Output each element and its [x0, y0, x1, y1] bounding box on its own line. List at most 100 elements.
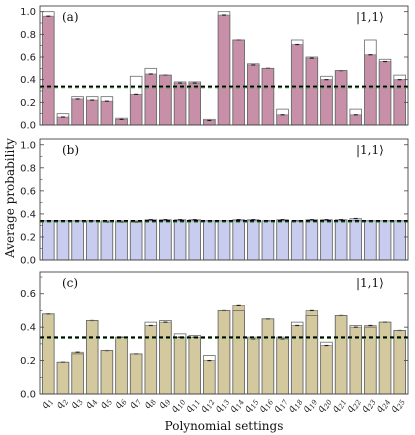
- bar-q9: [159, 219, 172, 261]
- bar-q21: [334, 315, 348, 395]
- bar-q15: [247, 219, 260, 261]
- bar-q16: [261, 318, 275, 395]
- bar-q11: [188, 219, 201, 261]
- x-tick-label-q7: q7: [127, 396, 144, 412]
- bar-q11: [188, 336, 201, 395]
- y-tick-label: 1.0: [20, 7, 36, 18]
- bar-q10: [173, 82, 187, 126]
- bar-q6: [115, 118, 128, 126]
- x-tick-label-q18: q18: [286, 396, 305, 416]
- bar-q5: [100, 350, 114, 395]
- x-tick-label-q15: q15: [242, 396, 261, 416]
- y-tick-label: 0.2: [20, 98, 36, 109]
- bar-q10: [173, 219, 187, 261]
- panel-c: 0.00.20.40.6(c) |1,1⟩q1q2q3q4q5q6q7q8q9q1…: [20, 271, 409, 416]
- bar-q3: [71, 351, 84, 395]
- x-tick-label-q9: q9: [156, 396, 173, 412]
- bar-q5: [100, 221, 114, 261]
- bar-q9: [159, 321, 172, 395]
- bar-q1: [42, 313, 55, 395]
- y-tick-label: 0.0: [20, 121, 36, 132]
- x-tick-label-q10: q10: [168, 396, 187, 416]
- bar-q8: [144, 325, 158, 395]
- bar-q24: [378, 61, 392, 126]
- bar-q10: [173, 336, 187, 395]
- x-tick-label-q1: q1: [39, 396, 56, 412]
- x-tick-label-q3: q3: [68, 396, 85, 412]
- bar-q25: [393, 330, 406, 395]
- bar-q18: [290, 325, 304, 395]
- bar-q19: [305, 57, 319, 126]
- panel-label: (a): [62, 10, 79, 24]
- y-axis-title: Average probability: [3, 138, 17, 259]
- x-tick-label-q17: q17: [271, 396, 290, 416]
- x-tick-label-q11: q11: [183, 396, 202, 416]
- bar-q23: [364, 54, 377, 126]
- bar-q8: [144, 219, 158, 261]
- panel-a: 0.0 0.2 0.4 0.6 0.8 1.0 (a) |1,1⟩: [20, 5, 409, 132]
- bar-q24: [378, 220, 392, 261]
- bar-q8: [144, 73, 158, 126]
- bar-q11: [188, 82, 201, 126]
- bar-q5: [100, 100, 114, 126]
- x-tick-label-q6: q6: [112, 396, 129, 412]
- y-tick-label: 0.0: [20, 256, 36, 267]
- bar-q23: [364, 325, 377, 395]
- bar-q17: [276, 338, 289, 395]
- bar-q2: [56, 116, 70, 126]
- x-tick-label-q25: q25: [388, 396, 407, 416]
- bar-q12: [203, 360, 216, 395]
- bar-q16: [261, 220, 275, 261]
- bar-q20: [320, 219, 333, 261]
- bar-q18: [290, 220, 304, 261]
- bar-q16: [261, 67, 275, 126]
- y-tick-label: 0.4: [20, 209, 36, 220]
- bar-q18: [290, 44, 304, 126]
- state-label: |1,1⟩: [356, 276, 384, 290]
- panel-label: (b): [62, 143, 79, 157]
- x-tick-label-q19: q19: [300, 396, 319, 416]
- y-tick-label: 0.8: [20, 30, 36, 41]
- bar-q2: [56, 220, 70, 261]
- x-tick-label-q8: q8: [141, 396, 158, 412]
- bar-q15: [247, 64, 260, 126]
- bar-q13: [217, 220, 231, 261]
- bar-q7: [129, 94, 143, 126]
- bar-q4: [86, 320, 99, 395]
- bar-q3: [71, 98, 84, 126]
- bar-q1: [42, 15, 55, 126]
- bar-q20: [320, 345, 333, 395]
- x-tick-label-q4: q4: [83, 396, 100, 412]
- bar-q23: [364, 220, 377, 261]
- y-tick-label: 0.6: [20, 53, 36, 64]
- bar-q7: [129, 353, 143, 395]
- bar-q21: [334, 70, 348, 126]
- bar-q4: [86, 220, 99, 261]
- y-tick-label: 0.2: [20, 356, 36, 367]
- bar-q21: [334, 219, 348, 261]
- state-label: |1,1⟩: [356, 10, 384, 24]
- y-tick-label: 0.2: [20, 232, 36, 243]
- bar-q19: [305, 219, 319, 261]
- bar-q22: [349, 114, 362, 126]
- y-tick-label: 0.6: [20, 289, 36, 300]
- bar-q19: [305, 310, 319, 395]
- y-tick-label: 0.8: [20, 163, 36, 174]
- bar-q1: [42, 220, 55, 261]
- bar-q14: [232, 305, 245, 395]
- bar-q14: [232, 219, 245, 261]
- y-tick-label: 0.0: [20, 390, 36, 401]
- y-tick-label: 1.0: [20, 140, 36, 151]
- bar-q14: [232, 39, 245, 126]
- bar-q12: [203, 220, 216, 261]
- x-axis-title: Polynomial settings: [165, 419, 284, 433]
- panel-label: (c): [62, 276, 78, 290]
- x-tick-label-q24: q24: [373, 396, 392, 416]
- bar-q22: [349, 218, 362, 261]
- x-tick-label-q16: q16: [256, 396, 275, 416]
- state-label: |1,1⟩: [356, 143, 384, 157]
- bar-q12: [203, 120, 216, 126]
- bar-q15: [247, 338, 260, 395]
- bar-q17: [276, 219, 289, 261]
